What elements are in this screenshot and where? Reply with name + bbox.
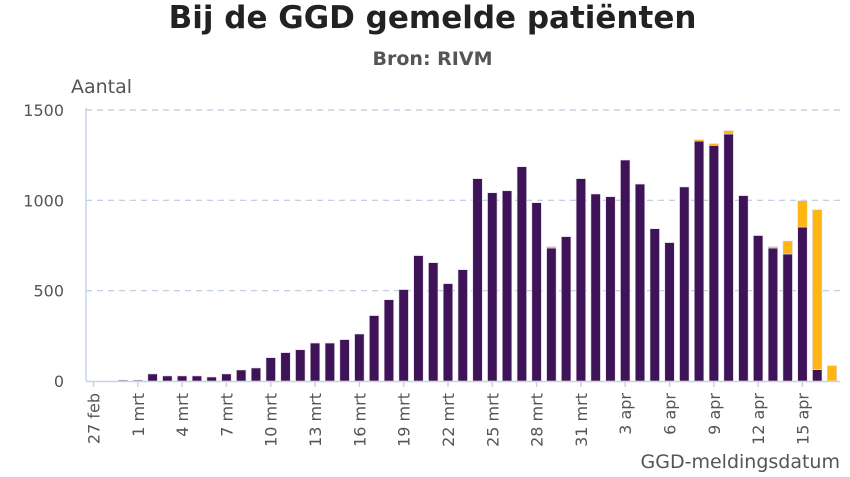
bar-11-mrt-series-1 — [280, 352, 291, 382]
x-tick-label: 27 feb — [85, 393, 104, 444]
bar-7-apr-series-1 — [679, 186, 690, 382]
bar-15-mrt-series-1 — [339, 339, 350, 382]
bar-10-apr-series-2 — [723, 130, 734, 135]
bar-4-apr-series-1 — [634, 183, 646, 382]
x-tick-label: 22 mrt — [439, 393, 458, 447]
x-tick-label: 19 mrt — [395, 393, 414, 447]
bar-15-apr-series-1 — [797, 226, 808, 382]
bar-5-mrt-series-1 — [191, 375, 202, 382]
bar-21-mrt-series-1 — [428, 262, 439, 382]
y-axis-label: Aantal — [71, 76, 133, 98]
bar-10-apr-series-1 — [723, 133, 734, 382]
bar-29-feb-series-1 — [117, 379, 129, 382]
bar-23-mrt-series-1 — [457, 269, 468, 382]
x-tick-label: 7 mrt — [217, 393, 236, 437]
chart-subtitle: Bron: RIVM — [372, 48, 493, 70]
y-tick-label: 500 — [33, 282, 64, 301]
x-tick-label: 1 mrt — [129, 393, 148, 437]
x-tick-label: 16 mrt — [350, 393, 369, 447]
bar-27-mrt-series-1 — [516, 166, 527, 382]
bar-28-mrt-series-1 — [531, 202, 542, 382]
bar-30-mrt-series-1 — [561, 236, 572, 382]
bar-18-mrt-series-1 — [383, 299, 394, 382]
bar-11-apr-series-1 — [738, 195, 749, 382]
bar-17-mrt-series-1 — [369, 315, 380, 382]
x-tick-label: 9 apr — [705, 393, 724, 435]
bar-29-mrt-series-2 — [546, 246, 557, 249]
bar-14-apr-series-2 — [782, 240, 793, 255]
x-axis-label: GGD-meldingsdatum — [640, 451, 840, 473]
bar-17-apr-series-2 — [826, 365, 838, 382]
bar-13-apr-series-2 — [767, 246, 778, 249]
bar-24-mrt-series-1 — [472, 178, 483, 382]
bar-9-apr-series-2 — [708, 143, 719, 146]
x-tick-label: 3 apr — [616, 393, 635, 435]
y-tick-label: 1500 — [23, 101, 64, 120]
bar-15-apr-series-2 — [797, 200, 808, 228]
bar-14-mrt-series-1 — [324, 342, 335, 382]
bar-5-apr-series-1 — [649, 228, 660, 382]
x-tick-label: 12 apr — [749, 393, 768, 445]
bar-8-apr-series-2 — [694, 139, 705, 142]
bar-2-apr-series-1 — [605, 196, 616, 382]
x-tick-label: 6 apr — [661, 393, 680, 435]
x-tick-label: 4 mrt — [173, 393, 192, 437]
bar-10-mrt-series-1 — [265, 357, 276, 382]
bar-8-apr-series-1 — [694, 140, 705, 382]
bar-6-apr-series-1 — [664, 242, 675, 382]
bar-7-mrt-series-1 — [221, 373, 232, 382]
x-tick-label: 13 mrt — [306, 393, 325, 447]
bar-12-apr-series-1 — [753, 235, 764, 382]
bar-12-mrt-series-1 — [295, 349, 306, 382]
bar-4-mrt-series-1 — [177, 375, 188, 382]
bar-1-apr-series-1 — [590, 193, 601, 382]
x-tick-label: 15 apr — [793, 393, 812, 445]
bar-19-mrt-series-1 — [398, 289, 409, 382]
bar-13-mrt-series-1 — [309, 342, 321, 382]
bar-8-mrt-series-1 — [236, 369, 247, 382]
bar-31-mrt-series-1 — [575, 178, 586, 382]
bar-2-mrt-series-1 — [147, 373, 158, 382]
bar-1-mrt-series-1 — [132, 379, 143, 382]
bar-25-mrt-series-1 — [487, 192, 498, 382]
bar-16-apr-series-1 — [812, 369, 823, 382]
bar-9-mrt-series-1 — [250, 367, 262, 382]
bar-6-mrt-series-1 — [206, 376, 217, 382]
x-tick-label: 31 mrt — [572, 393, 591, 447]
y-tick-label: 1000 — [23, 191, 64, 210]
bar-22-mrt-series-1 — [442, 283, 454, 382]
bar-20-mrt-series-1 — [413, 255, 424, 382]
bar-16-mrt-series-1 — [354, 333, 365, 382]
bar-14-apr-series-1 — [782, 253, 793, 382]
bar-29-mrt-series-1 — [546, 247, 557, 382]
x-tick-label: 10 mrt — [262, 393, 281, 447]
x-tick-label: 25 mrt — [483, 393, 502, 447]
bar-13-apr-series-1 — [767, 247, 778, 382]
chart-title: Bij de GGD gemelde patiënten — [168, 0, 697, 36]
bar-3-apr-series-1 — [620, 159, 631, 382]
y-tick-label: 0 — [54, 372, 64, 391]
bar-26-mrt-series-1 — [502, 190, 513, 382]
bar-9-apr-series-1 — [708, 145, 719, 382]
bar-3-mrt-series-1 — [162, 375, 173, 382]
bar-16-apr-series-2 — [812, 209, 823, 370]
x-tick-label: 28 mrt — [528, 393, 547, 447]
